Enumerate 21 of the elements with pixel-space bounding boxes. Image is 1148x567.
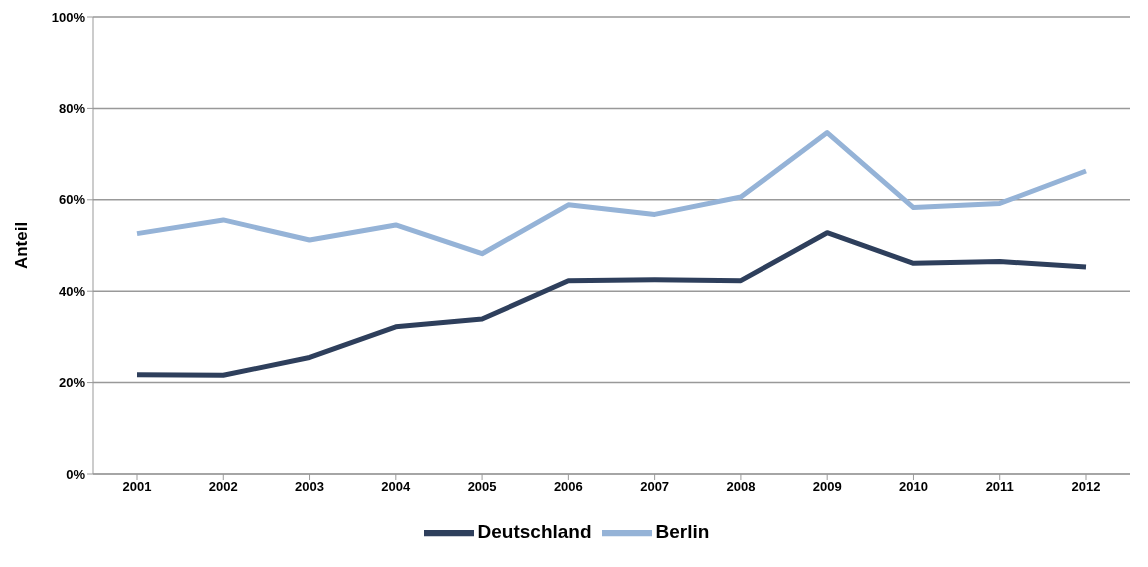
- y-tick-label: 80%: [58, 101, 86, 117]
- y-tick-label: 40%: [58, 283, 86, 299]
- x-tick-label: 2002: [208, 479, 238, 495]
- x-tick-label: 2009: [812, 479, 842, 495]
- x-tick-label: 2008: [726, 479, 756, 495]
- x-tick-label: 2003: [295, 479, 325, 495]
- x-tick-label: 2012: [1071, 479, 1101, 495]
- x-tick-label: 2001: [122, 479, 152, 495]
- x-tick-label: 2011: [985, 479, 1014, 495]
- y-tick-label: 100%: [51, 9, 86, 25]
- x-tick-label: 2004: [381, 479, 412, 495]
- y-tick-label: 60%: [58, 192, 86, 208]
- legend-label: Berlin: [655, 521, 710, 543]
- legend-label: Deutschland: [477, 521, 592, 543]
- x-tick-label: 2006: [553, 479, 583, 495]
- y-axis-title: Anteil: [12, 221, 32, 270]
- x-tick-label: 2010: [898, 479, 928, 495]
- y-tick-label: 0%: [66, 466, 86, 482]
- y-tick-label: 20%: [58, 375, 86, 391]
- x-tick-label: 2007: [640, 479, 670, 495]
- x-tick-label: 2005: [467, 479, 497, 495]
